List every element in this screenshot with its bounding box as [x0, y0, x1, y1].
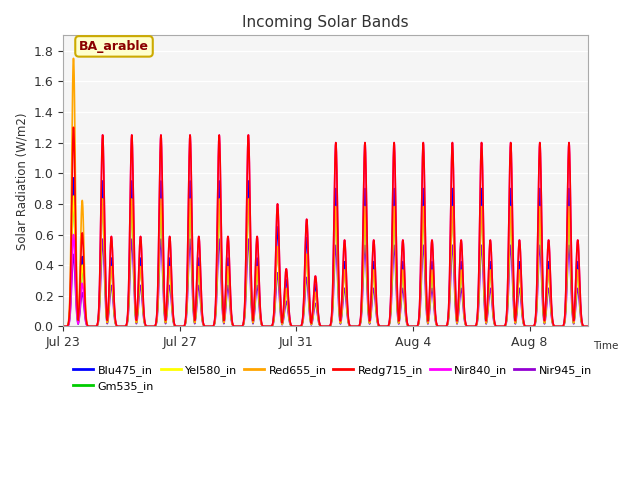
Red655_in [154, 308, 161, 314]
Blu475_in [372, 285, 380, 290]
Redg715_in [236, 324, 243, 329]
Yel580_in [236, 324, 243, 329]
Nir945_in [584, 324, 592, 329]
Nir840_in [60, 324, 67, 329]
Nir945_in [81, 310, 88, 315]
Redg715_in [578, 320, 586, 325]
Redg715_in [584, 324, 592, 329]
Gm535_in [154, 308, 161, 314]
Yel580_in [372, 290, 380, 296]
Title: Incoming Solar Bands: Incoming Solar Bands [243, 15, 409, 30]
Yel580_in [578, 321, 586, 327]
Blu475_in [60, 324, 67, 329]
Red655_in [70, 56, 77, 61]
Text: BA_arable: BA_arable [79, 40, 149, 53]
Gm535_in [236, 324, 243, 329]
Line: Nir945_in: Nir945_in [63, 239, 588, 326]
Red655_in [157, 203, 164, 209]
Red655_in [584, 324, 592, 329]
Nir840_in [236, 324, 243, 329]
Yel580_in [81, 300, 88, 306]
Blu475_in [154, 306, 161, 312]
Blu475_in [584, 324, 592, 329]
Gm535_in [60, 324, 67, 329]
Yel580_in [60, 324, 67, 329]
Nir945_in [157, 241, 164, 247]
Y-axis label: Solar Radiation (W/m2): Solar Radiation (W/m2) [15, 112, 28, 250]
Nir840_in [81, 306, 88, 312]
Redg715_in [70, 124, 77, 130]
Yel580_in [584, 324, 592, 329]
Nir945_in [578, 322, 586, 327]
Redg715_in [372, 272, 380, 277]
Nir945_in [236, 324, 243, 329]
Blu475_in [70, 175, 77, 181]
Redg715_in [81, 288, 88, 293]
Red655_in [81, 275, 88, 281]
Redg715_in [154, 300, 161, 306]
Red655_in [60, 324, 67, 329]
Nir840_in [372, 272, 380, 277]
Nir840_in [157, 142, 164, 148]
Yel580_in [157, 203, 164, 209]
Text: Time: Time [593, 341, 618, 351]
Red655_in [578, 321, 586, 327]
Red655_in [372, 290, 380, 296]
Gm535_in [372, 290, 380, 296]
Line: Gm535_in: Gm535_in [63, 196, 588, 326]
Line: Nir840_in: Nir840_in [63, 135, 588, 326]
Blu475_in [578, 321, 586, 326]
Nir840_in [578, 320, 586, 325]
Yel580_in [70, 193, 77, 199]
Gm535_in [157, 203, 164, 209]
Gm535_in [70, 193, 77, 199]
Redg715_in [157, 142, 164, 148]
Nir945_in [60, 324, 67, 329]
Line: Redg715_in: Redg715_in [63, 127, 588, 326]
Redg715_in [60, 324, 67, 329]
Line: Blu475_in: Blu475_in [63, 178, 588, 326]
Yel580_in [154, 308, 161, 314]
Red655_in [236, 324, 243, 329]
Gm535_in [81, 300, 88, 306]
Line: Red655_in: Red655_in [63, 59, 588, 326]
Gm535_in [584, 324, 592, 329]
Nir945_in [154, 313, 161, 319]
Nir945_in [372, 300, 380, 306]
Nir945_in [99, 236, 106, 242]
Legend: Blu475_in, Gm535_in, Yel580_in, Red655_in, Redg715_in, Nir840_in, Nir945_in: Blu475_in, Gm535_in, Yel580_in, Red655_i… [69, 360, 596, 396]
Blu475_in [81, 297, 88, 302]
Line: Yel580_in: Yel580_in [63, 196, 588, 326]
Gm535_in [578, 321, 586, 327]
Blu475_in [157, 185, 164, 191]
Nir840_in [584, 324, 592, 329]
Nir840_in [99, 132, 106, 138]
Nir840_in [154, 300, 161, 306]
Blu475_in [236, 324, 243, 329]
